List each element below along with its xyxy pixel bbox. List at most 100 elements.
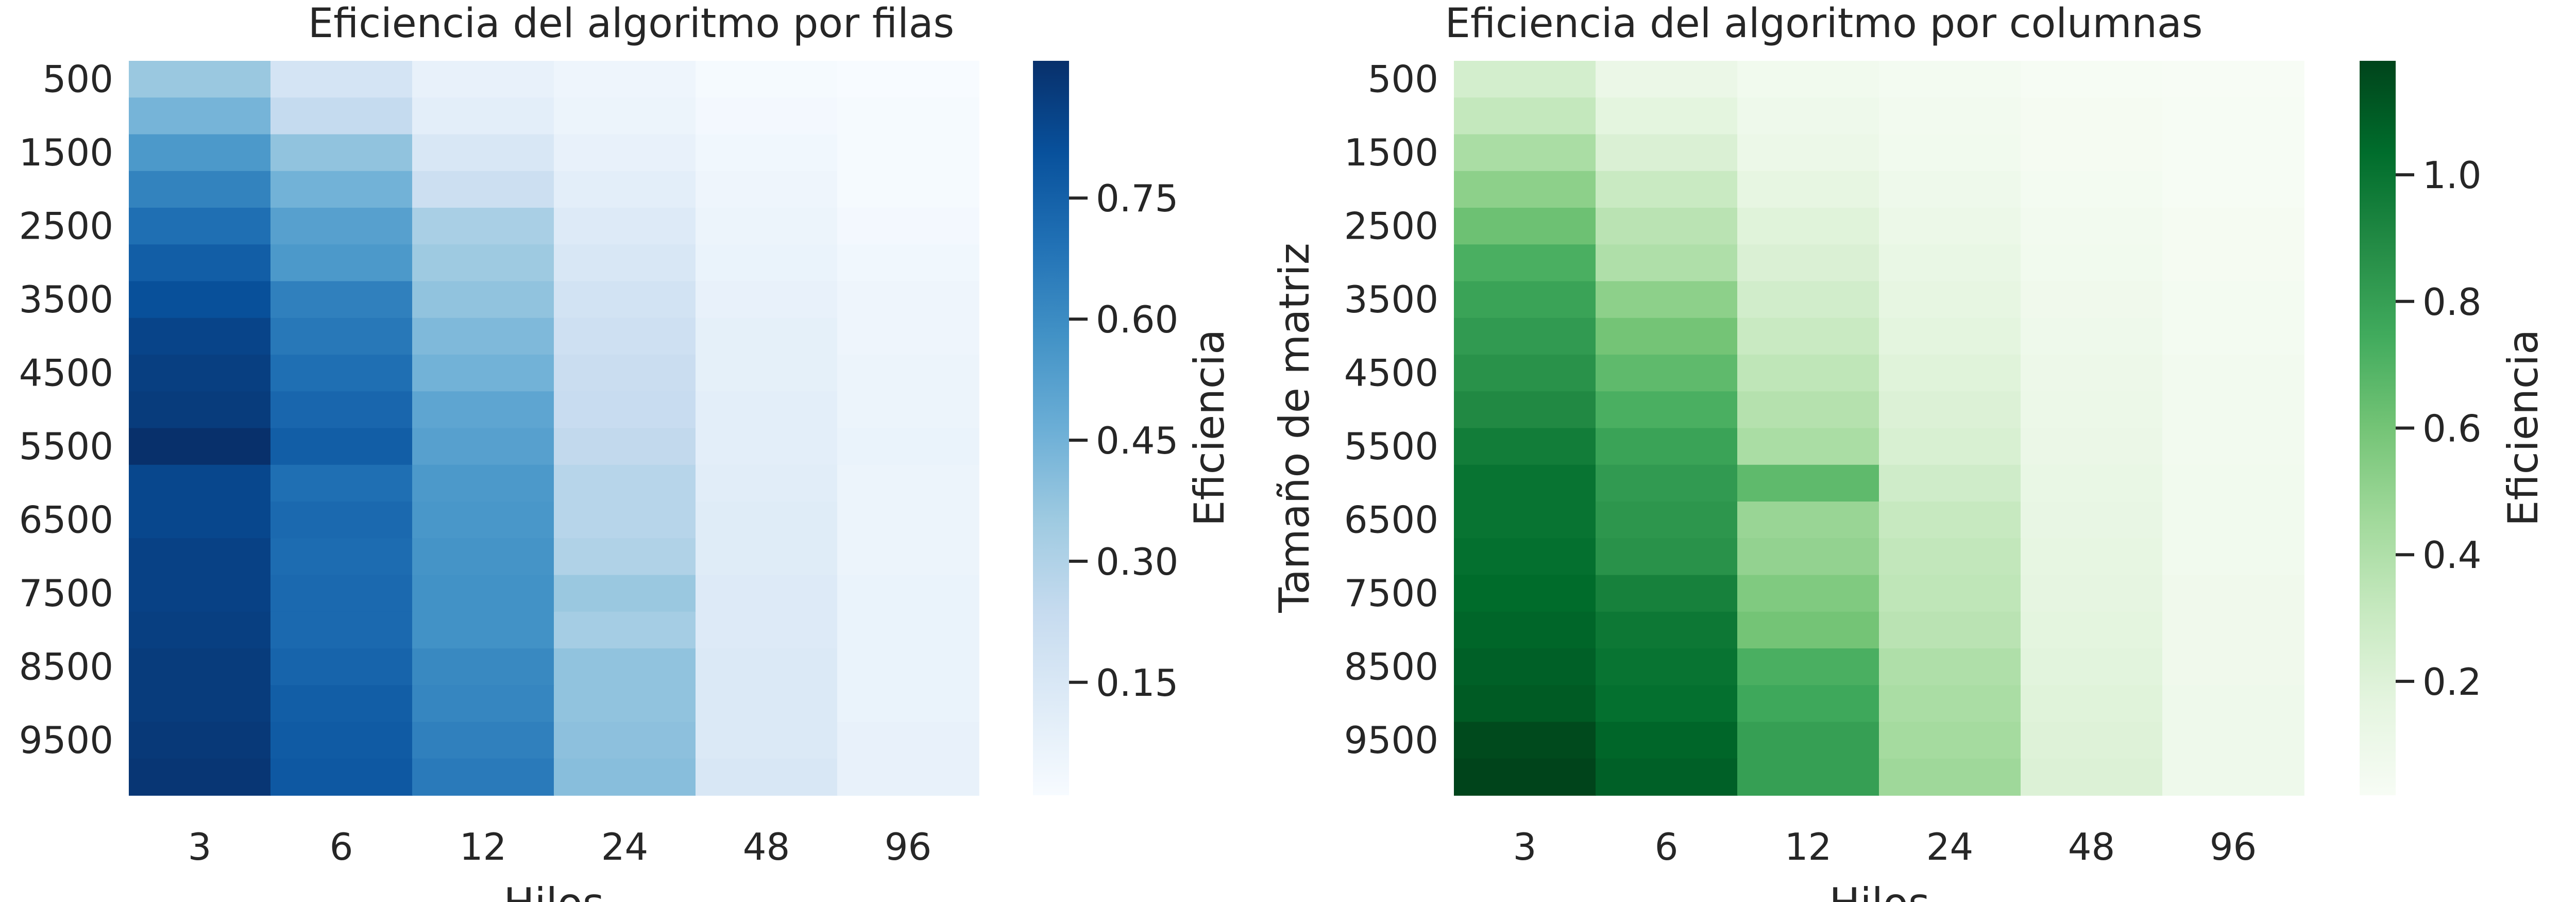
heatmap-cell bbox=[1454, 97, 1596, 135]
heatmap-cell bbox=[129, 97, 271, 135]
heatmap-cell bbox=[2021, 61, 2163, 98]
heatmap-cell bbox=[270, 244, 413, 282]
heatmap-cell bbox=[837, 758, 979, 796]
heatmap-cell bbox=[1737, 61, 1879, 98]
heatmap-cell bbox=[412, 134, 554, 172]
heatmap-cell bbox=[1596, 244, 1738, 282]
heatmap-cell bbox=[837, 134, 979, 172]
y-tick-label: 1500 bbox=[19, 131, 113, 174]
x-tick-label: 6 bbox=[330, 825, 353, 868]
heatmap-cell bbox=[1454, 281, 1596, 319]
heatmap-cell bbox=[270, 502, 413, 539]
heatmap-cell bbox=[1596, 611, 1738, 649]
heatmap-cell bbox=[412, 318, 554, 355]
heatmap-cell bbox=[696, 685, 838, 723]
heatmap-cell bbox=[1737, 281, 1879, 319]
heatmap-cell bbox=[1879, 428, 2021, 465]
heatmap-cell bbox=[2162, 685, 2304, 723]
heatmap-cell bbox=[1596, 97, 1738, 135]
heatmap-cell bbox=[270, 318, 413, 355]
heatmap-cell bbox=[837, 538, 979, 576]
heatmap-cell bbox=[2021, 428, 2163, 465]
heatmap-cell bbox=[1737, 464, 1879, 502]
heatmap-cell bbox=[837, 685, 979, 723]
heatmap-cell bbox=[412, 355, 554, 392]
heatmap-cell bbox=[129, 428, 271, 465]
y-tick-label: 5500 bbox=[1344, 425, 1438, 468]
heatmap-cell bbox=[412, 685, 554, 723]
heatmap-cell bbox=[412, 722, 554, 759]
heatmap-cell bbox=[554, 391, 696, 429]
heatmap-cell bbox=[554, 538, 696, 576]
chart-title: Eficiencia del algoritmo por filas bbox=[308, 1, 954, 47]
heatmap-cell bbox=[270, 61, 413, 98]
heatmap-cell bbox=[1879, 208, 2021, 245]
heatmap-cell bbox=[270, 355, 413, 392]
heatmap-cell bbox=[554, 318, 696, 355]
heatmap-cell bbox=[2162, 208, 2304, 245]
heatmap-cell bbox=[270, 538, 413, 576]
heatmap-cell bbox=[1737, 97, 1879, 135]
heatmap-cell bbox=[1454, 318, 1596, 355]
heatmap-cell bbox=[696, 208, 838, 245]
heatmap-cell bbox=[696, 428, 838, 465]
heatmap-cell bbox=[554, 281, 696, 319]
heatmap-cell bbox=[1454, 171, 1596, 208]
heatmap-cell bbox=[696, 97, 838, 135]
heatmap-cell bbox=[412, 281, 554, 319]
heatmap-cell bbox=[554, 611, 696, 649]
colorbar-tick-label: 0.15 bbox=[1096, 661, 1178, 705]
heatmap-cell bbox=[837, 61, 979, 98]
heatmap-cell bbox=[554, 464, 696, 502]
y-tick-label: 8500 bbox=[19, 645, 113, 689]
heatmap-cell bbox=[129, 171, 271, 208]
heatmap-cell bbox=[129, 575, 271, 612]
heatmap-cell bbox=[1596, 281, 1738, 319]
heatmap-cell bbox=[2021, 575, 2163, 612]
heatmap-cell bbox=[412, 758, 554, 796]
heatmap-cell bbox=[270, 281, 413, 319]
heatmap-cell bbox=[1596, 318, 1738, 355]
heatmap-cell bbox=[2162, 281, 2304, 319]
heatmap-cell bbox=[837, 464, 979, 502]
colorbar-tick-label: 0.30 bbox=[1096, 540, 1178, 583]
heatmap-cell bbox=[554, 502, 696, 539]
heatmap-cell bbox=[129, 391, 271, 429]
y-tick-label: 5500 bbox=[19, 425, 113, 468]
y-tick-label: 8500 bbox=[1344, 645, 1438, 689]
heatmap-cell bbox=[1737, 538, 1879, 576]
y-tick-label: 4500 bbox=[1344, 352, 1438, 395]
heatmap-cell bbox=[129, 722, 271, 759]
x-axis-label: Hilos bbox=[1829, 879, 1929, 902]
heatmap-cell bbox=[2162, 464, 2304, 502]
heatmap-cell bbox=[2021, 318, 2163, 355]
heatmap-cell bbox=[1454, 61, 1596, 98]
x-tick-label: 48 bbox=[2068, 825, 2115, 868]
heatmap-cell bbox=[2021, 611, 2163, 649]
y-tick-label: 3500 bbox=[1344, 278, 1438, 321]
colorbar-label: Eficiencia bbox=[2499, 329, 2547, 526]
heatmap-cell bbox=[1879, 502, 2021, 539]
y-tick-labels: 500 1500 2500 3500 4500 5500 6500 7500 8500 9500 bbox=[19, 58, 113, 762]
heatmap-cell bbox=[1737, 685, 1879, 723]
heatmap-cell bbox=[2162, 61, 2304, 98]
heatmap-cell bbox=[2162, 244, 2304, 282]
heatmap-cell bbox=[554, 685, 696, 723]
heatmap-cell bbox=[270, 391, 413, 429]
y-tick-label: 6500 bbox=[19, 498, 113, 542]
heatmap-cell bbox=[1454, 722, 1596, 759]
x-tick-label: 24 bbox=[601, 825, 649, 868]
heatmap-cell bbox=[1737, 171, 1879, 208]
colorbar-ticks: 0.15 0.30 0.45 0.60 0.75 bbox=[1069, 177, 1178, 705]
colorbar-tick-label: 0.4 bbox=[2422, 533, 2482, 577]
heatmap-cell bbox=[696, 722, 838, 759]
heatmap-cell bbox=[129, 611, 271, 649]
heatmap-cell bbox=[1454, 758, 1596, 796]
heatmap-cell bbox=[1596, 171, 1738, 208]
heatmap-cell bbox=[554, 244, 696, 282]
heatmap-cell bbox=[412, 611, 554, 649]
heatmap-cell bbox=[1879, 722, 2021, 759]
heatmap-cell bbox=[696, 318, 838, 355]
heatmap-cell bbox=[1737, 758, 1879, 796]
heatmap-cell bbox=[270, 171, 413, 208]
